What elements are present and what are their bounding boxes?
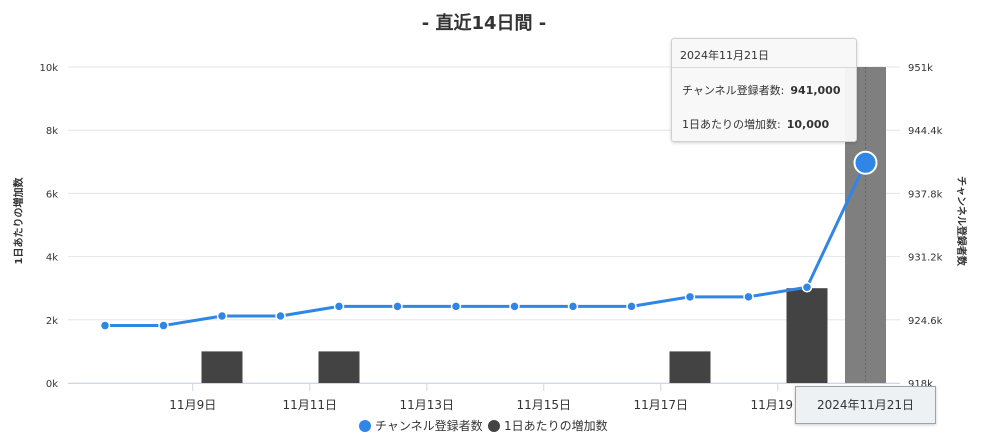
x-axis-tick-label: 11月19日 (750, 398, 805, 412)
tooltip-subscribers-row: チャンネル登録者数: 941,000 (682, 82, 841, 98)
x-axis-tick-label: 11月15日 (516, 398, 571, 412)
right-axis-tick: 951k (908, 63, 933, 74)
line-point (684, 291, 696, 303)
x-axis-ticks: 11月9日 11月11日 11月13日 11月15日 11月17日 11月19日 (169, 383, 805, 412)
left-axis-tick: 10k (39, 63, 58, 74)
left-axis-tick: 6k (46, 189, 58, 200)
line-point (99, 320, 111, 331)
line-point (567, 301, 579, 312)
left-axis-title: 1日あたりの増加数 (12, 177, 25, 265)
right-axis-tick: 937.8k (908, 189, 943, 200)
line-point (509, 301, 520, 312)
x-axis-crosshair-label: 2024年11月21日 (795, 386, 936, 424)
line-point (801, 281, 813, 293)
legend-item-subscribers[interactable]: チャンネル登録者数 (375, 418, 483, 433)
series-line (105, 162, 867, 328)
right-axis-tick: 924.6k (908, 316, 943, 327)
line-point (275, 310, 286, 322)
tooltip-subscribers-value: 941,000 (790, 84, 841, 97)
line-point (626, 301, 637, 312)
line-point (392, 301, 403, 312)
left-axis-tick: 2k (46, 316, 58, 327)
right-axis-tick: 931.2k (908, 253, 943, 264)
bar-series (201, 67, 886, 383)
tooltip-divider (672, 67, 856, 68)
x-axis-tick-label: 11月9日 (169, 398, 216, 412)
bar (669, 351, 711, 383)
tooltip: 2024年11月21日 チャンネル登録者数: 941,000 1日あたりの増加数:… (671, 38, 857, 142)
line-point (158, 320, 169, 331)
right-axis-ticks: 918k 924.6k 931.2k 937.8k 944.4k 951k (908, 63, 943, 390)
left-axis-tick: 4k (46, 253, 58, 264)
line-point (450, 301, 462, 312)
grid-lines (68, 66, 900, 384)
x-axis-tick-label: 11月11日 (282, 398, 337, 412)
tooltip-increase-value: 10,000 (786, 118, 830, 131)
tooltip-subscribers-label: チャンネル登録者数: (682, 84, 785, 97)
right-axis-tick: 944.4k (908, 126, 943, 137)
tooltip-date: 2024年11月21日 (680, 49, 769, 62)
legend-bar-marker (488, 420, 500, 432)
left-axis-ticks: 0k 2k 4k 6k 8k 10k (39, 63, 58, 390)
line-point (743, 291, 754, 303)
chart-title: - 直近14日間 - (422, 12, 547, 34)
bar (201, 351, 243, 383)
line-series (99, 150, 878, 331)
right-axis-title: チャンネル登録者数 (955, 176, 968, 267)
x-axis-tick-label: 11月17日 (633, 398, 688, 412)
legend: チャンネル登録者数 1日あたりの増加数 (359, 418, 608, 433)
tooltip-increase-label: 1日あたりの増加数: (682, 118, 781, 131)
tooltip-increase-row: 1日あたりの増加数: 10,000 (682, 116, 829, 132)
x-axis-tick-label: 11月13日 (399, 398, 454, 412)
line-point (216, 310, 228, 322)
left-axis-tick: 0k (46, 379, 58, 390)
legend-line-marker (359, 420, 371, 432)
legend-item-increase[interactable]: 1日あたりの増加数 (504, 418, 608, 433)
bar (786, 288, 828, 383)
highlighted-point (853, 150, 878, 175)
bar (318, 351, 360, 383)
left-axis-tick: 8k (46, 126, 58, 137)
right-axis-tick: 918k (908, 379, 933, 390)
line-point (333, 301, 345, 312)
